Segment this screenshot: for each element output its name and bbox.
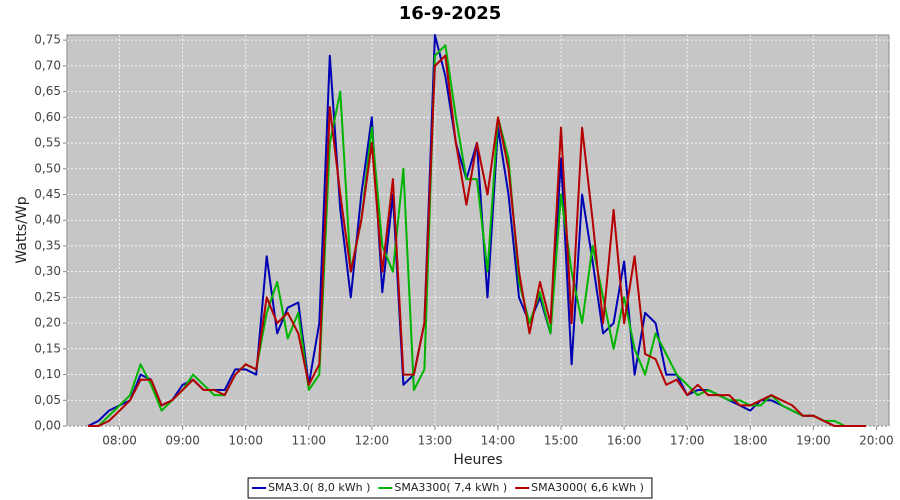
x-tick-label: 12:00 [355, 434, 390, 448]
y-tick-label: 0,10 [34, 367, 61, 381]
y-tick-label: 0,60 [34, 110, 61, 124]
y-tick-label: 0,00 [34, 419, 61, 433]
y-tick-label: 0,15 [34, 341, 61, 355]
x-tick-label: 14:00 [481, 434, 516, 448]
x-tick-label: 10:00 [228, 434, 263, 448]
y-tick-label: 0,40 [34, 213, 61, 227]
legend-label: SMA3300( 7,4 kWh ) [394, 481, 507, 494]
y-tick-label: 0,55 [34, 136, 61, 150]
x-tick-label: 13:00 [418, 434, 453, 448]
y-tick-label: 0,35 [34, 238, 61, 252]
x-tick-label: 08:00 [102, 434, 137, 448]
y-tick-label: 0,25 [34, 290, 61, 304]
legend-label: SMA3.0( 8,0 kWh ) [268, 481, 370, 494]
y-tick-label: 0,20 [34, 316, 61, 330]
plot-area [66, 34, 890, 427]
x-tick-label: 18:00 [733, 434, 768, 448]
x-axis-label: Heures [453, 452, 502, 468]
y-tick-label: 0,75 [34, 33, 61, 47]
legend-label: SMA3000( 6,6 kWh ) [531, 481, 644, 494]
x-tick-label: 16:00 [607, 434, 642, 448]
y-axis-label: Watts/Wp [14, 196, 30, 263]
y-tick-label: 0,05 [34, 393, 61, 407]
x-tick-label: 19:00 [796, 434, 831, 448]
y-tick-label: 0,50 [34, 161, 61, 175]
x-tick-label: 20:00 [859, 434, 894, 448]
x-tick-label: 09:00 [165, 434, 200, 448]
series-line [88, 44, 866, 427]
y-tick-label: 0,30 [34, 264, 61, 278]
legend [247, 477, 653, 499]
y-tick-label: 0,45 [34, 187, 61, 201]
x-tick-label: 17:00 [670, 434, 705, 448]
y-tick-label: 0,70 [34, 58, 61, 72]
series-line [88, 54, 866, 427]
x-tick-label: 15:00 [544, 434, 579, 448]
y-tick-label: 0,65 [34, 84, 61, 98]
chart-title: 16-9-2025 [399, 3, 502, 24]
x-tick-label: 11:00 [291, 434, 326, 448]
